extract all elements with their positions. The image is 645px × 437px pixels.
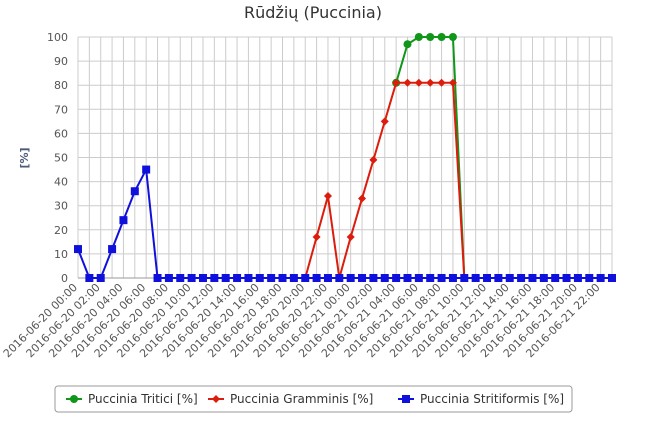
marker xyxy=(596,274,605,282)
marker xyxy=(403,78,412,87)
marker xyxy=(414,78,423,87)
marker xyxy=(142,165,151,174)
marker xyxy=(380,117,389,126)
marker xyxy=(392,78,401,87)
marker xyxy=(539,274,548,282)
marker xyxy=(210,274,219,282)
y-tick-label: 20 xyxy=(54,224,68,237)
y-tick-label: 60 xyxy=(54,127,68,140)
marker xyxy=(70,395,78,403)
marker xyxy=(505,274,514,282)
marker xyxy=(426,33,435,41)
marker xyxy=(369,274,378,282)
marker xyxy=(608,274,616,282)
marker xyxy=(346,274,355,282)
marker xyxy=(437,78,446,87)
marker xyxy=(414,33,423,41)
marker xyxy=(483,274,492,282)
marker xyxy=(358,194,367,203)
marker xyxy=(74,245,82,254)
chart-title: Rūdžių (Puccinia) xyxy=(244,3,382,22)
marker xyxy=(437,274,446,282)
legend-label: Puccinia Stritiformis [%] xyxy=(420,392,564,406)
marker xyxy=(335,274,344,282)
marker xyxy=(85,274,94,282)
marker xyxy=(585,274,594,282)
marker xyxy=(278,274,287,282)
marker xyxy=(312,233,321,242)
marker xyxy=(392,274,401,282)
y-tick-label: 40 xyxy=(54,176,68,189)
marker xyxy=(471,274,480,282)
y-tick-label: 100 xyxy=(47,31,68,44)
marker xyxy=(267,274,276,282)
marker xyxy=(130,187,139,196)
marker xyxy=(403,274,412,282)
series-line xyxy=(304,81,612,279)
marker xyxy=(108,245,117,254)
marker xyxy=(437,33,446,41)
y-tick-label: 30 xyxy=(54,200,68,213)
y-tick-label: 90 xyxy=(54,55,68,68)
y-tick-label: 50 xyxy=(54,152,68,165)
marker xyxy=(244,274,253,282)
marker xyxy=(358,274,367,282)
marker xyxy=(426,274,435,282)
marker xyxy=(402,395,410,403)
marker xyxy=(289,274,298,282)
series-line xyxy=(77,166,612,279)
marker xyxy=(187,274,196,282)
marker xyxy=(380,274,389,282)
marker xyxy=(448,33,457,41)
marker xyxy=(403,40,412,49)
y-tick-label: 80 xyxy=(54,79,68,92)
marker xyxy=(346,233,355,242)
marker xyxy=(323,192,332,201)
marker xyxy=(301,274,310,282)
marker xyxy=(96,274,105,282)
y-axis-label: [%] xyxy=(18,147,31,168)
marker xyxy=(414,274,423,282)
y-tick-label: 0 xyxy=(61,272,68,285)
marker xyxy=(255,274,264,282)
marker xyxy=(528,274,537,282)
y-tick-label: 10 xyxy=(54,248,68,261)
legend-label: Puccinia Gramminis [%] xyxy=(230,392,373,406)
marker xyxy=(198,274,207,282)
marker xyxy=(494,274,503,282)
marker xyxy=(153,274,162,282)
legend-box xyxy=(54,385,573,413)
legend-label: Puccinia Tritici [%] xyxy=(88,392,198,406)
marker xyxy=(369,155,378,164)
marker xyxy=(517,274,526,282)
marker xyxy=(562,274,571,282)
marker xyxy=(221,274,230,282)
marker xyxy=(312,274,321,282)
marker xyxy=(573,274,582,282)
marker xyxy=(460,274,469,282)
marker xyxy=(448,78,457,87)
y-tick-label: 70 xyxy=(54,103,68,116)
marker xyxy=(233,274,242,282)
marker xyxy=(448,274,457,282)
marker xyxy=(212,395,220,403)
marker xyxy=(551,274,560,282)
marker xyxy=(426,78,435,87)
marker xyxy=(164,274,173,282)
marker xyxy=(119,216,128,225)
marker xyxy=(176,274,185,282)
marker xyxy=(323,274,332,282)
